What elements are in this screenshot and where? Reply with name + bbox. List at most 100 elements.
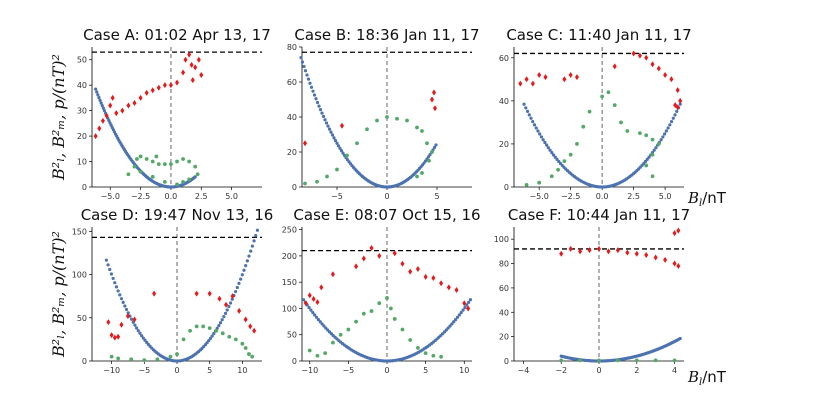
pressure-point (196, 56, 201, 63)
b-m-squared-point (578, 358, 583, 363)
b-l-squared-point (428, 153, 432, 157)
b-m-squared-point (375, 118, 379, 123)
pressure-point (663, 256, 668, 263)
b-l-squared-point (222, 314, 226, 319)
x-tick-label: −5 (331, 192, 343, 201)
panel-title: Case F: 10:44 Jan 11, 17 (508, 206, 690, 224)
b-l-squared-point (320, 322, 324, 326)
b-l-squared-point (309, 308, 313, 312)
b-m-squared-point (227, 334, 232, 339)
pressure-point (303, 300, 308, 307)
b-m-squared-point (420, 171, 424, 175)
b-l-squared-point (121, 300, 125, 304)
pressure-point (340, 122, 344, 129)
pressure-point (678, 97, 683, 104)
b-l-squared-point (538, 132, 542, 136)
b-m-squared-point (581, 124, 586, 129)
pressure-point (162, 82, 167, 89)
panel-title: Case D: 19:47 Nov 13, 16 (81, 206, 274, 224)
b-l-squared-point (118, 293, 122, 297)
pressure-point (466, 305, 471, 312)
b-l-squared-point (104, 258, 108, 262)
b-l-squared-point (339, 149, 344, 153)
pressure-point (120, 107, 125, 114)
b-m-squared-point (653, 358, 658, 363)
y-tick-label: 60 (287, 78, 297, 87)
y-tick-label: 80 (499, 260, 509, 269)
b-l-squared-point (301, 298, 306, 302)
pressure-point (361, 255, 366, 262)
pressure-point (126, 102, 131, 109)
pressure-point (656, 65, 661, 72)
y-tick-label: 20 (499, 140, 509, 149)
pressure-point (562, 76, 567, 83)
b-l-squared-point (245, 259, 249, 263)
b-m-squared-point (325, 174, 329, 179)
b-l-squared-point (645, 157, 649, 161)
pressure-point (431, 274, 436, 281)
y-tick-label: 30 (77, 107, 87, 116)
x-tick-label: 5.0 (225, 192, 238, 201)
b-l-squared-point (532, 123, 537, 127)
pressure-point (650, 61, 655, 68)
b-m-squared-point (142, 358, 147, 363)
x-tick-label: 4 (672, 366, 677, 375)
b-l-squared-point (239, 277, 243, 281)
b-m-squared-point (575, 142, 579, 146)
y-tick-label: 80 (287, 43, 297, 52)
pressure-point (114, 110, 119, 117)
b-m-squared-point (175, 159, 179, 164)
y-tick-label: 50 (77, 56, 87, 65)
b-m-squared-point (408, 338, 413, 342)
b-m-squared-point (650, 174, 655, 179)
b-m-squared-point (524, 182, 529, 187)
pressure-point (615, 247, 620, 254)
pressure-point (432, 89, 436, 96)
b-l-squared-point (332, 136, 336, 140)
pressure-point (637, 52, 642, 59)
y-axis-label: B²ₗ, B²ₘ, p/(nT)² (49, 231, 68, 358)
b-l-squared-point (212, 332, 216, 336)
b-m-squared-point (619, 120, 623, 125)
y-tick-label: 200 (282, 252, 297, 261)
b-l-squared-point (317, 104, 321, 108)
panel-5: Case E: 08:07 Oct 15, 16−10 −5 0 5 100501001… (282, 206, 481, 375)
y-tick-label: 100 (72, 271, 87, 280)
pressure-point (669, 76, 674, 83)
b-l-squared-point (218, 321, 223, 325)
pressure-point (109, 332, 114, 339)
b-l-squared-point (314, 97, 318, 101)
pressure-point (224, 301, 229, 308)
b-l-squared-point (225, 308, 229, 312)
b-m-squared-point (537, 180, 542, 185)
b-l-squared-point (98, 98, 102, 102)
b-l-squared-point (333, 138, 338, 143)
y-tick-label: 100 (282, 304, 297, 313)
b-l-squared-point (223, 311, 228, 315)
b-l-squared-point (669, 119, 674, 124)
y-tick-label: 150 (282, 278, 297, 287)
pressure-point (408, 268, 413, 275)
b-l-squared-point (459, 310, 463, 315)
b-m-squared-point (162, 180, 167, 184)
pressure-point (100, 117, 105, 124)
b-l-squared-point (534, 126, 538, 130)
b-l-squared-point (654, 146, 658, 150)
b-l-squared-point (668, 123, 672, 127)
b-m-squared-point (188, 328, 192, 333)
pressure-point (644, 252, 649, 259)
b-m-squared-point (600, 94, 605, 99)
b-l-squared-point (106, 263, 110, 267)
pressure-point (676, 227, 681, 234)
b-l-squared-point (661, 135, 665, 139)
b-m-squared-point (568, 152, 573, 157)
b-l-squared-point (457, 313, 461, 317)
pressure-point (543, 74, 548, 81)
b-l-squared-point (220, 318, 224, 322)
b-l-squared-point (244, 264, 248, 268)
b-l-squared-point (316, 317, 320, 322)
b-m-squared-point (156, 162, 161, 166)
b-l-squared-point (314, 315, 319, 319)
b-l-squared-point (113, 281, 117, 285)
b-m-squared-point (415, 125, 419, 130)
